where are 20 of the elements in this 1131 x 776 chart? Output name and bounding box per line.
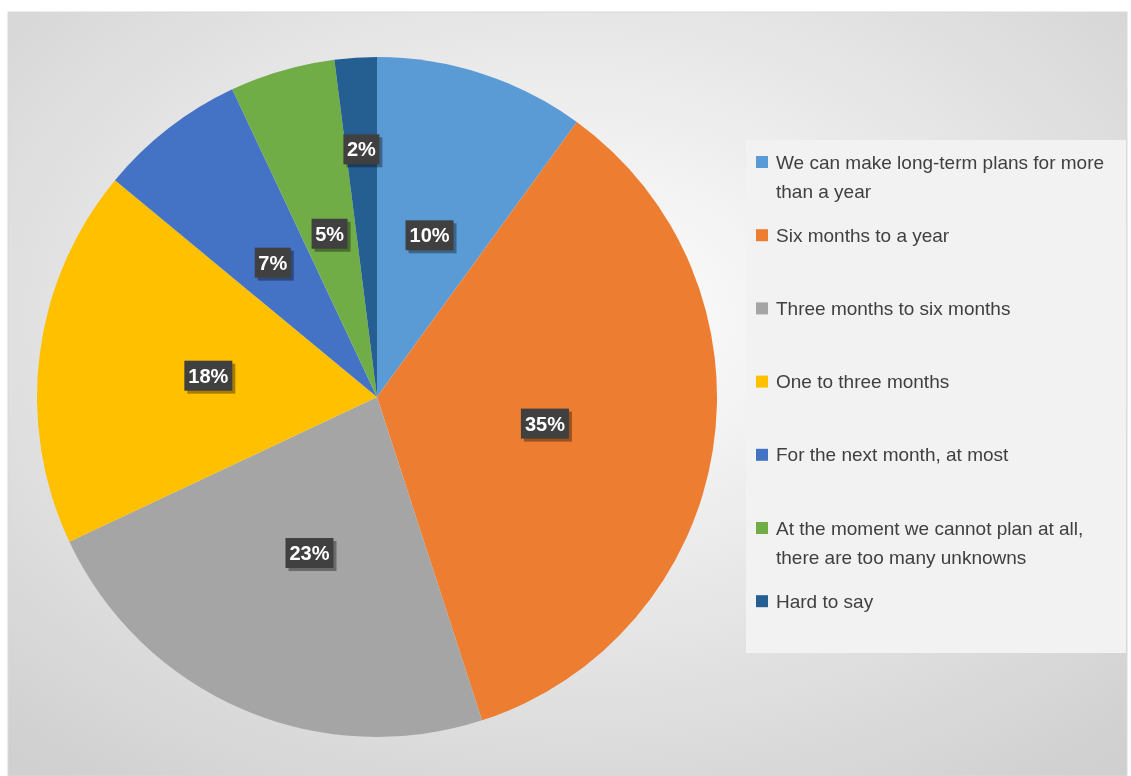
legend-label: For the next month, at most: [776, 444, 1010, 466]
legend-label: Three months to six months: [776, 298, 1011, 320]
data-label: 23%: [289, 542, 330, 565]
pie-slice: [69, 397, 483, 737]
data-label: 35%: [524, 412, 566, 435]
pie-slice: [377, 57, 577, 397]
data-label: 18%: [188, 364, 229, 387]
legend-label: Hard to say: [776, 590, 874, 612]
legend-label: We can make long-term plans for more than a year: [776, 151, 1105, 202]
data-label: 2%: [346, 138, 377, 161]
pie-slice: [377, 121, 717, 721]
data-label: 5%: [315, 222, 345, 245]
pie-slice: [115, 89, 377, 397]
data-label: 10%: [409, 224, 450, 247]
legend-label: Six months to a year: [776, 224, 950, 246]
pie-slice: [232, 59, 377, 397]
legend-label: At the moment we cannot plan at all, there are too many unknowns: [776, 517, 1084, 568]
legend-label: One to three months: [776, 371, 950, 393]
pie-slice: [37, 180, 377, 542]
data-label: 7%: [258, 251, 288, 274]
